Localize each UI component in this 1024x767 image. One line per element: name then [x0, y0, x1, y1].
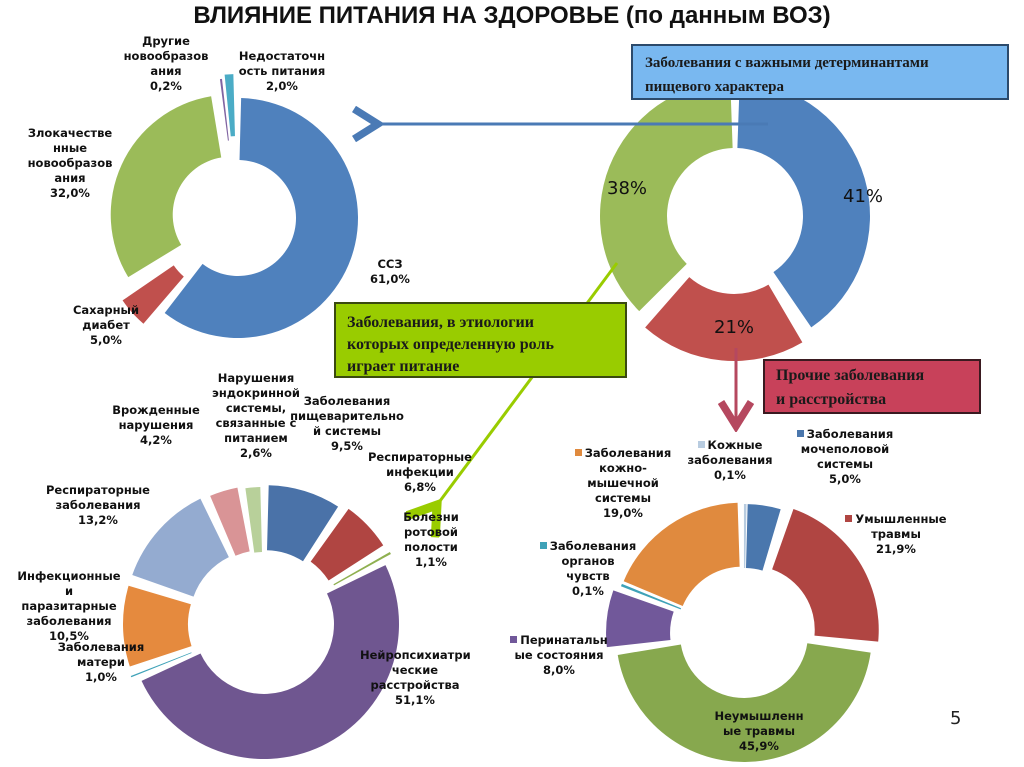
donut-segment — [617, 643, 871, 762]
legend-swatch — [845, 515, 853, 522]
label-skin: Кожные заболевания 0,1% — [687, 438, 773, 482]
donut-segment — [310, 508, 384, 581]
page-title: ВЛИЯНИЕ ПИТАНИЯ НА ЗДОРОВЬЕ (по данным В… — [193, 2, 831, 29]
label-maternal: Заболевания матери 1,0% — [57, 640, 145, 684]
donut-segment — [245, 487, 263, 553]
label-intentional-injuries: Умышленные травмы 21,9% — [840, 512, 952, 557]
legend-swatch — [510, 636, 518, 643]
legend-swatch — [697, 441, 705, 448]
donut-segment — [122, 265, 184, 324]
label-malnutrition: Недостаточн ость питания 2,0% — [238, 49, 326, 93]
label-unintentional-injuries: Неумышленн ые травмы 45,9% — [714, 709, 804, 753]
donut-center — [600, 81, 870, 361]
donut-segment — [110, 96, 222, 278]
label-genitourinary: Заболевания мочеполовой системы 5,0% — [790, 427, 900, 487]
donut-segment — [645, 277, 803, 361]
donut-segment — [743, 504, 747, 569]
legend-swatch — [574, 449, 582, 456]
donut-segment — [132, 498, 229, 597]
label-infectious: Инфекционные и паразитарные заболевания … — [17, 569, 121, 643]
donut-segment — [600, 81, 733, 312]
label-perinatal: Перинатальн ые состояния 8,0% — [504, 633, 614, 678]
donut-segment — [130, 652, 192, 678]
category-box-nutrition-determinants: Заболевания с важными детерминантами пищ… — [631, 44, 1009, 100]
label-musculoskeletal: Заболевания кожно- мышечной системы 19,0… — [571, 446, 675, 521]
center-label-blue: 41% — [843, 186, 884, 207]
center-label-green: 38% — [607, 178, 648, 199]
label-endocrine: Нарушения эндокринной системы, связанные… — [212, 371, 300, 460]
label-resp-diseases: Респираторные заболевания 13,2% — [46, 483, 150, 527]
label-congenital: Врожденные нарушения 4,2% — [112, 403, 200, 447]
donut-segment — [623, 502, 740, 606]
donut-segment — [737, 81, 870, 328]
label-cvd: ССЗ 61,0% — [370, 257, 410, 286]
center-label-red: 21% — [714, 317, 755, 338]
donut-segment — [620, 583, 682, 610]
donut-segment — [333, 551, 391, 586]
category-box-nutrition-etiology: Заболевания, в этиологии которых определ… — [334, 302, 627, 378]
page-number: 5 — [950, 708, 962, 729]
label-other-neoplasms: Другие новообразов ания 0,2% — [123, 34, 209, 93]
donut-segment — [267, 485, 339, 562]
donut-bottom-right — [606, 502, 879, 762]
label-oral: Болезни ротовой полости 1,1% — [403, 510, 459, 569]
donut-segment — [745, 504, 781, 571]
donut-bottom-left — [123, 485, 400, 760]
donut-top-left — [110, 74, 358, 338]
category-box-other-diseases: Прочие заболевания и расстройства — [763, 359, 981, 414]
donut-segment — [224, 74, 235, 137]
donut-segment — [772, 509, 879, 642]
legend-swatch — [796, 430, 804, 437]
donut-segment — [164, 98, 358, 338]
donut-segment — [219, 78, 229, 141]
donut-segment — [606, 590, 674, 648]
label-digestive: Заболевания пищеварительно й системы 9,5… — [290, 394, 404, 453]
donut-segment — [210, 487, 250, 556]
label-neuropsychiatric: Нейропсихиатри ческие расстройства 51,1% — [360, 648, 471, 707]
donut-segment — [123, 585, 192, 667]
label-resp-infections: Респираторные инфекции 6,8% — [368, 450, 472, 494]
label-diabetes: Сахарный диабет 5,0% — [72, 303, 139, 347]
label-sense-organs: Заболевания органов чувств 0,1% — [536, 539, 640, 599]
label-malignant: Злокачестве нные новообразов ания 32,0% — [27, 126, 113, 200]
legend-swatch — [539, 542, 547, 549]
donut-segment — [141, 565, 400, 760]
